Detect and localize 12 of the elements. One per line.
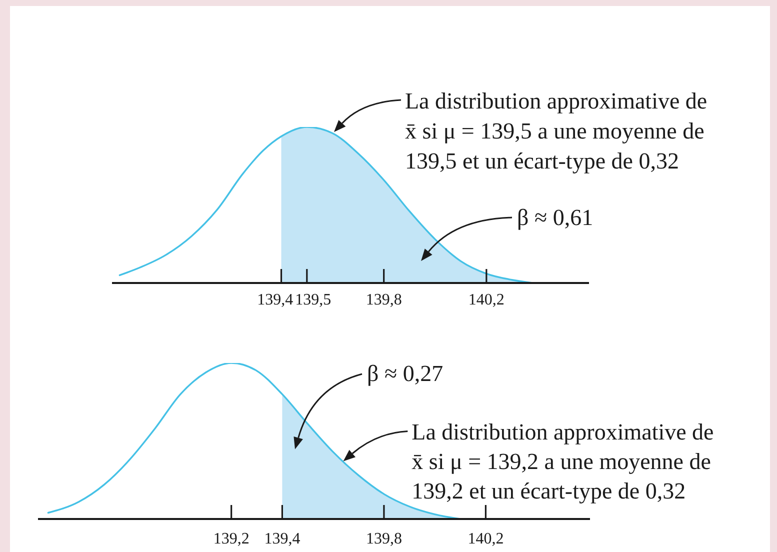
x-tick-label: 139,2: [213, 530, 250, 548]
x-tick-label: 139,4: [257, 292, 294, 308]
x-tick-label: 140,2: [468, 292, 504, 308]
annotation: La distribution approximative de x̄ si μ = 139,2 a une moyenne de 139,2 et un écart-type de 0,32: [412, 419, 714, 504]
x-tick-label: 139,8: [366, 530, 402, 548]
annotation: β ≈ 0,27: [367, 361, 444, 386]
x-tick-label: 140,2: [468, 530, 504, 548]
x-tick-label: 139,5: [295, 292, 332, 308]
x-tick-label: 139,4: [264, 530, 300, 548]
annotation: La distribution approximative de x̄ si μ = 139,5 a une moyenne de 139,5 et un écart-type de 0,32: [405, 88, 708, 174]
x-tick-label: 139,8: [366, 292, 402, 308]
annotation: β ≈ 0,61: [517, 205, 594, 230]
